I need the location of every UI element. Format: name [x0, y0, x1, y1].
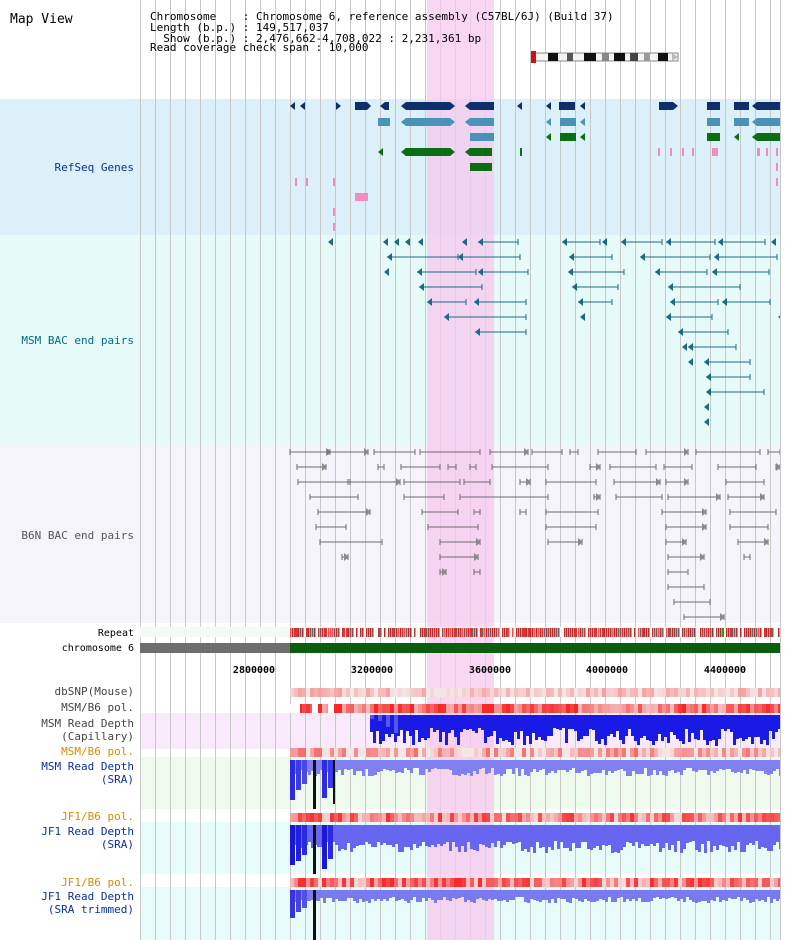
ruler-tick-3200000: 3200000	[351, 665, 393, 676]
chromosome-label: chromosome 6	[62, 643, 134, 654]
depth-spike-bars	[313, 760, 335, 940]
info-line-span: Read coverage check span : 10,000	[150, 41, 369, 54]
info-line-chromosome: Chromosome : Chromosome 6, reference ass…	[150, 10, 614, 23]
repeat-track[interactable]	[290, 628, 780, 637]
jf1-b6-pol-label[interactable]: JF1/B6 pol.	[61, 810, 134, 823]
msm-bac-label[interactable]: MSM BAC end pairs	[21, 334, 134, 347]
refseq-genes-label[interactable]: RefSeq Genes	[55, 161, 134, 174]
jf1-read-depth-trimmed-track[interactable]	[290, 890, 782, 918]
jf1-read-depth-trim-label1[interactable]: JF1 Read Depth	[41, 890, 134, 903]
msm-read-depth-cap-label1[interactable]: MSM Read Depth	[41, 717, 134, 730]
jf1-read-depth-sra-label1[interactable]: JF1 Read Depth	[41, 825, 134, 838]
ruler-tick-4000000: 4000000	[586, 665, 628, 676]
ruler-tick-2800000: 2800000	[233, 665, 275, 676]
highlight-region[interactable]	[427, 0, 494, 940]
jf1-b6-pol-track-2[interactable]	[290, 878, 782, 887]
b6n-bac-track[interactable]	[289, 448, 781, 621]
msm-read-depth-sra-track[interactable]	[290, 760, 782, 800]
dbsnp-track[interactable]	[290, 688, 782, 697]
jf1-read-depth-sra-track[interactable]	[290, 825, 782, 869]
msm-read-depth-cap-label2: (Capillary)	[61, 730, 134, 743]
ruler-tick-3600000: 3600000	[469, 665, 511, 676]
msm-read-depth-sra-label1[interactable]: MSM Read Depth	[41, 760, 134, 773]
jf1-b6-pol-label-2[interactable]: JF1/B6 pol.	[61, 876, 134, 889]
jf1-b6-pol-track[interactable]	[290, 813, 782, 822]
jf1-read-depth-sra-label2: (SRA)	[101, 838, 134, 851]
refseq-genes-track[interactable]	[290, 102, 781, 231]
msm-b6-pol-label[interactable]: MSM/B6 pol.	[61, 701, 134, 714]
info-line-show: Show (b.p.) : 2,476,662-4,708,022 : 2,23…	[150, 32, 481, 45]
b6n-bac-label[interactable]: B6N BAC end pairs	[21, 529, 134, 542]
msm-b6-pol-track-2[interactable]	[290, 748, 782, 757]
right-margin	[781, 0, 800, 940]
chromosome-bar-green[interactable]	[290, 643, 780, 653]
msm-read-depth-capillary-track[interactable]	[370, 715, 781, 746]
ruler-tick-4400000: 4400000	[704, 665, 746, 676]
view-title: Map View	[10, 12, 73, 27]
chromosome-ideogram[interactable]	[531, 51, 679, 63]
msm-b6-pol-track[interactable]	[290, 704, 782, 713]
jf1-read-depth-trim-label2: (SRA trimmed)	[48, 903, 134, 916]
ruler: 2800000 3200000 3600000 4000000 4400000	[233, 665, 746, 676]
msm-bac-track[interactable]	[328, 238, 783, 426]
chromosome-bar-gray	[140, 643, 290, 653]
repeat-label: Repeat	[98, 628, 134, 639]
info-line-length: Length (b.p.) : 149,517,037	[150, 21, 329, 34]
msm-b6-pol-label-2[interactable]: MSM/B6 pol.	[61, 745, 134, 758]
dbsnp-label[interactable]: dbSNP(Mouse)	[55, 685, 134, 698]
msm-read-depth-sra-label2: (SRA)	[101, 773, 134, 786]
